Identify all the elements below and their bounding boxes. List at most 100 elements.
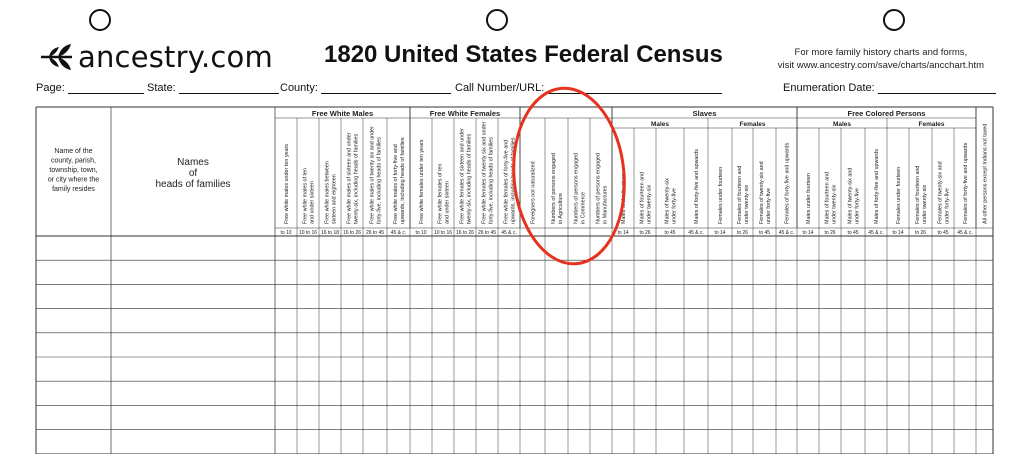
column-header-text: Free white males of ten [303,168,309,224]
red-annotation-circle [512,86,626,266]
column-header-text: Free white females of ten [438,163,444,224]
column-header-text: in Manufactures [602,185,608,224]
column-header-text: Males of twenty-six and [848,168,854,224]
column-header: Free white males of sixteen and under twe… [347,132,360,224]
promo-line-2: visit www.ancestry.com/save/charts/ancch… [777,60,984,71]
leaf-icon [41,44,72,70]
column-header-text: upwards, including heads of families [400,137,406,224]
age-range-label: to 26 [824,230,835,236]
punch-hole-left [89,9,111,31]
column-header-text: Free white males of twenty six and under [370,126,376,224]
age-range-label: 10 to 16 [434,230,452,236]
column-header: Females of fourteen and under twenty-six [915,166,928,224]
age-range-label: to 26 [915,230,926,236]
column-header: Males of forty-five and upwards [694,149,700,224]
age-range-label: 45 & c. [779,230,795,236]
county-label: County: [280,82,318,94]
promo-text: For more family history charts and forms… [778,46,984,72]
enumeration-date-field[interactable]: Enumeration Date: [783,82,996,94]
column-header-text: and under sixteen [309,181,315,224]
page-label: Page: [36,82,65,94]
column-header: Free white females of ten and under sixte… [438,163,451,224]
call-number-field[interactable]: Call Number/URL: [455,82,723,94]
age-range-label: to 45 [937,230,948,236]
age-range-label: 45 & c. [957,230,973,236]
column-header-text: under forty-five [671,188,677,224]
column-header-text: twenty-six, including heads of families [353,134,359,224]
column-header-text: Free white males of forty-five and [393,144,399,224]
column-header-text: Males of forty-five and upwards [694,149,700,224]
page-field[interactable]: Page: [36,82,144,94]
column-header-text: Females of forty-five and upwards [785,143,791,224]
group-free-white-males: Free White Males [312,109,373,118]
age-range-label: 26 to 45 [478,230,496,236]
column-header-text: Free white males between [325,161,331,224]
age-range-label: to 14 [802,230,813,236]
column-header-text: Free white females of twenty six and und… [482,121,488,224]
logo-wordmark: ancestry.com [78,40,273,74]
column-header-text: Males under fourteen [806,173,812,224]
age-range-label: 16 to 26 [343,230,361,236]
column-header: Females of fourteen and under twenty-six [737,166,750,224]
age-range-label: to 26 [737,230,748,236]
column-header-text: Females of forty-five and upwards [963,143,969,224]
column-header: Free white males under ten years [284,144,290,224]
state-field[interactable]: State: [147,82,279,94]
column-header-text: Free white females under ten years [419,139,425,224]
subgroup-slaves-males: Males [651,121,669,128]
column-header-text: under forty-five [766,188,772,224]
column-header-text: Females of twenty-six and [759,161,765,224]
column-header-text: Numbers of persons engaged [551,153,557,224]
column-header-text: Males of twenty-six [665,178,671,224]
county-field[interactable]: County: [280,82,451,94]
column-header: Free white females of sixteen and under t… [460,128,473,224]
page-title: 1820 United States Federal Census [324,41,723,68]
column-header: Foreigners not naturalized [531,161,537,224]
column-header-text: under forty-five [854,188,860,224]
age-range-label: 10 to 16 [299,230,317,236]
subgroup-colored-males: Males [833,121,851,128]
column-header: Males of twenty-six and under forty-five [848,168,861,224]
column-header: Males of forty-five and upwards [874,149,880,224]
age-range-label: 45 & c. [868,230,884,236]
residence-header-line: Name of the [54,148,92,155]
column-header: Free white males of ten and under sixteen [303,168,316,224]
column-header: Numbers of persons engaged in Manufacture… [596,153,609,224]
enumeration-date-label: Enumeration Date: [783,82,875,94]
column-header-text: Numbers of persons engaged [596,153,602,224]
age-range-label: 45 & c. [501,230,517,236]
punch-hole-right [883,9,905,31]
column-header: Free white females under ten years [419,139,425,224]
subgroup-slaves-females: Females [739,121,765,128]
column-header-text: Females of twenty-six and [938,161,944,224]
column-header: Males under fourteen [806,173,812,224]
subgroup-colored-females: Females [918,121,944,128]
group-slaves: Slaves [693,109,717,118]
age-range-label: 45 & c. [688,230,704,236]
column-header: Females of twenty-six and under forty-fiv… [938,161,951,224]
column-header-text: in Agriculture [558,193,564,224]
column-header: Females of forty-five and upwards [785,143,791,224]
age-range-label: to 14 [714,230,725,236]
age-range-label: 26 to 45 [366,230,384,236]
column-header: Free white males of forty-five and upward… [393,137,406,224]
state-label: State: [147,82,176,94]
age-range-label: to 10 [280,230,291,236]
age-range-label: to 45 [759,230,770,236]
column-header: Free white males of twenty six and under… [370,126,383,224]
column-header-text: under twenty-six [744,184,750,224]
column-header: Numbers of persons engaged in Commerce [574,153,587,224]
column-header: Free white females of twenty six and und… [482,121,495,224]
age-range-label: to 26 [639,230,650,236]
column-header-text: forty-five, including heads of families [376,137,382,224]
column-header: Numbers of persons engaged in Agriculture [551,153,564,224]
column-header-text: under forty-five [944,188,950,224]
group-free-colored-persons: Free Colored Persons [848,109,926,118]
age-range-label: 16 to 26 [456,230,474,236]
column-header: Females of forty-five and upwards [963,143,969,224]
residence-header-line: family resides [52,186,95,193]
column-header-text: Numbers of persons engaged [574,153,580,224]
column-header: Males of fourteen and under twenty-six [640,172,653,224]
group-free-white-females: Free White Females [430,109,500,118]
